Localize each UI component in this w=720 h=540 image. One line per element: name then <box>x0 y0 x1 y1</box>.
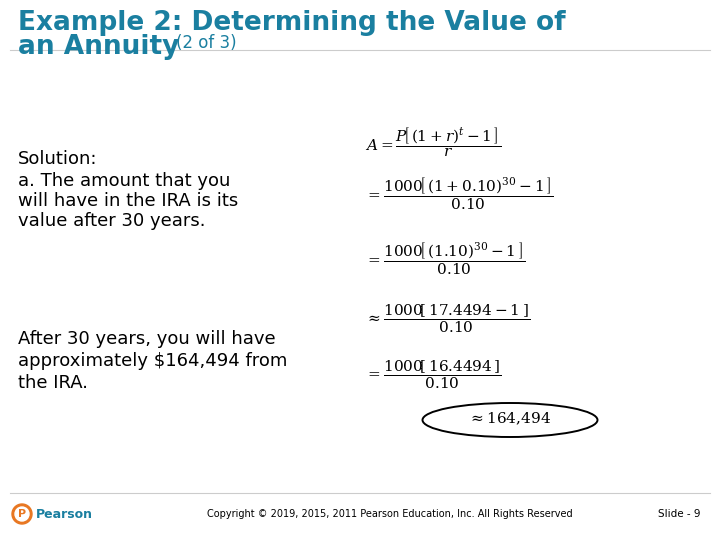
Text: approximately $164,494 from: approximately $164,494 from <box>18 352 287 370</box>
Text: $= \dfrac{1000\!\left[\,16.4494\,\right]}{0.10}$: $= \dfrac{1000\!\left[\,16.4494\,\right]… <box>365 358 502 391</box>
Text: a. The amount that you: a. The amount that you <box>18 172 230 190</box>
Text: Example 2: Determining the Value of: Example 2: Determining the Value of <box>18 10 566 36</box>
Text: Solution:: Solution: <box>18 150 97 168</box>
Text: Slide - 9: Slide - 9 <box>657 509 700 519</box>
Circle shape <box>15 507 29 521</box>
Circle shape <box>12 504 32 524</box>
Text: (2 of 3): (2 of 3) <box>176 34 237 52</box>
Text: an Annuity: an Annuity <box>18 34 179 60</box>
Text: will have in the IRA is its: will have in the IRA is its <box>18 192 238 210</box>
Text: value after 30 years.: value after 30 years. <box>18 212 205 230</box>
Text: $\approx \dfrac{1000\!\left[\,17.4494-1\,\right]}{0.10}$: $\approx \dfrac{1000\!\left[\,17.4494-1\… <box>365 302 530 335</box>
Text: P: P <box>18 509 26 519</box>
Text: $= \dfrac{1000\!\left[\,(1.10)^{30}-1\,\right]}{0.10}$: $= \dfrac{1000\!\left[\,(1.10)^{30}-1\,\… <box>365 240 525 277</box>
Ellipse shape <box>423 403 598 437</box>
Text: Copyright © 2019, 2015, 2011 Pearson Education, Inc. All Rights Reserved: Copyright © 2019, 2015, 2011 Pearson Edu… <box>207 509 573 519</box>
Text: Pearson: Pearson <box>36 508 93 521</box>
Text: the IRA.: the IRA. <box>18 374 88 392</box>
Text: $A = \dfrac{P\!\left[\,(1+r)^{t}-1\,\right]}{r}$: $A = \dfrac{P\!\left[\,(1+r)^{t}-1\,\rig… <box>365 125 501 159</box>
Text: After 30 years, you will have: After 30 years, you will have <box>18 330 276 348</box>
Text: $= \dfrac{1000\!\left[\,(1+0.10)^{30}-1\,\right]}{0.10}$: $= \dfrac{1000\!\left[\,(1+0.10)^{30}-1\… <box>365 175 554 212</box>
Text: $\approx 164,\!494$: $\approx 164,\!494$ <box>468 411 552 427</box>
